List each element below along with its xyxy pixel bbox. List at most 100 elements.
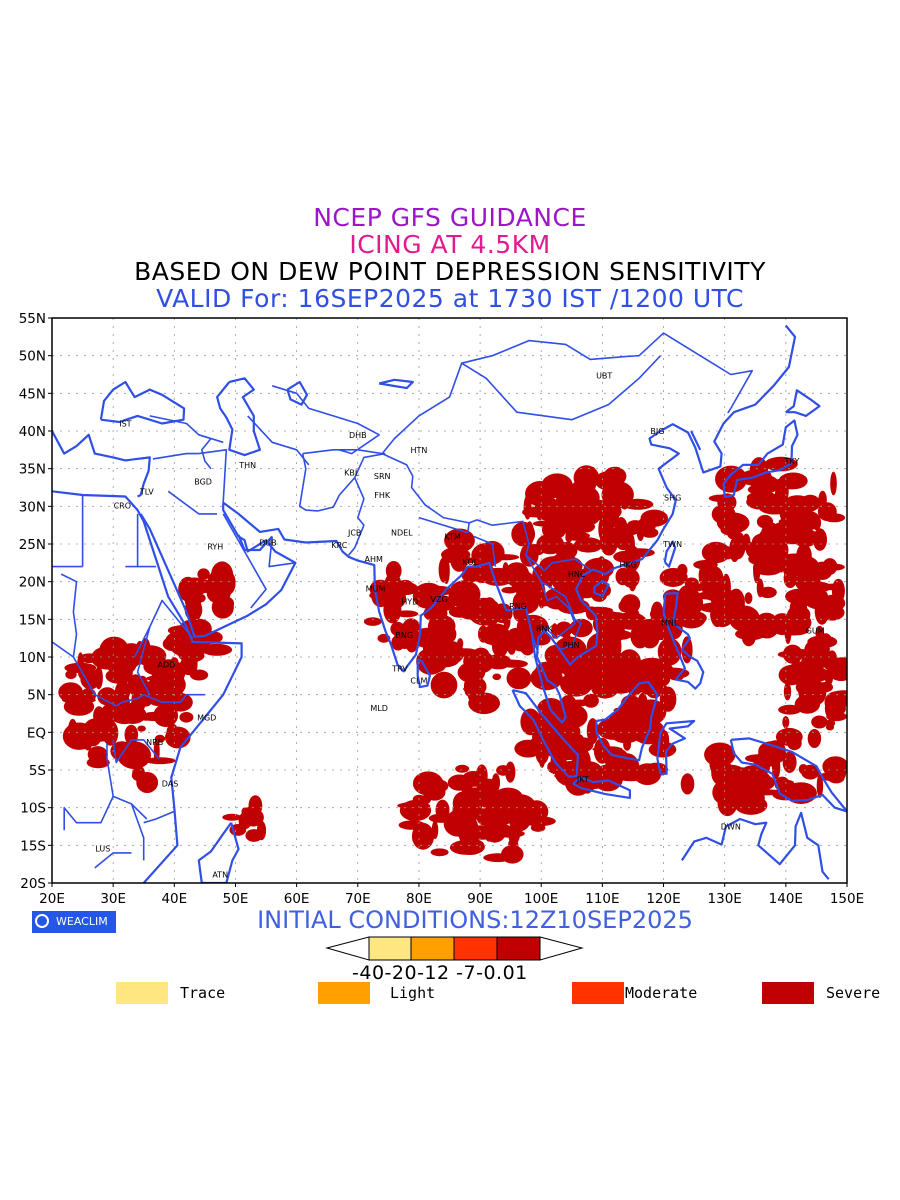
station-fhk: FHK: [374, 491, 391, 500]
icing-region-central-africa: [58, 636, 194, 793]
title-line-1: NCEP GFS GUIDANCE: [313, 203, 587, 232]
station-ryh: RYH: [207, 542, 223, 551]
icing-region-southern-indian-ocean: [397, 761, 556, 864]
stations-layer: UBT IST BJG DHB HTN TKY THN KBL SRN TLV BGD FHK SHG C…: [95, 371, 824, 879]
station-vzg: VZG: [431, 595, 448, 604]
station-ktm: KTM: [444, 533, 461, 542]
station-das: DAS: [162, 780, 179, 789]
lat-label: 10N: [19, 650, 46, 666]
station-bnk: BNK: [536, 624, 553, 633]
lon-label: 150E: [830, 891, 864, 907]
lat-label: 25N: [19, 537, 46, 553]
station-tlv: TLV: [139, 487, 154, 496]
station-jkt: JKT: [576, 775, 589, 784]
station-shg: SHG: [664, 493, 681, 502]
lon-label: 100E: [524, 891, 558, 907]
lat-label: 10S: [20, 801, 46, 817]
legend-label-severe: Severe: [826, 984, 881, 1002]
station-thn: THN: [238, 461, 256, 470]
lon-label: 70E: [345, 891, 371, 907]
station-atn: ATN: [212, 871, 228, 880]
legend-label-trace: Trace: [180, 984, 226, 1002]
station-gum: GUM: [806, 627, 825, 636]
station-add: ADD: [158, 661, 176, 670]
station-mgd: MGD: [197, 713, 216, 722]
lat-label: 40N: [19, 424, 46, 440]
title-valid-time: VALID For: 16SEP2025 at 1730 IST /1200 U…: [156, 284, 744, 313]
lat-label: 5N: [27, 688, 46, 704]
station-dwn: DWN: [721, 823, 741, 832]
lat-label: 20S: [20, 876, 46, 892]
lon-label: 130E: [708, 891, 742, 907]
station-htn: HTN: [410, 446, 427, 455]
station-ist: IST: [119, 420, 131, 429]
lat-label: 35N: [19, 462, 46, 478]
lon-label: 90E: [467, 891, 493, 907]
station-dub: DUB: [259, 539, 277, 548]
lon-label: 60E: [284, 891, 310, 907]
station-hnc: HNC: [568, 570, 586, 579]
icing-region-japan-corridor: [708, 456, 846, 552]
station-kol: KOL: [463, 558, 479, 567]
station-clm: CLM: [410, 676, 427, 685]
station-twn: TWN: [662, 540, 682, 549]
station-ubt: UBT: [596, 371, 612, 380]
legend-swatch-severe: [762, 982, 814, 1004]
legend-swatch-moderate: [572, 982, 624, 1004]
lon-label: 50E: [223, 891, 249, 907]
lon-label: 140E: [769, 891, 803, 907]
icing-regions-layer: [58, 456, 847, 864]
lat-label: 5S: [29, 763, 46, 779]
map-frame: [51, 317, 848, 884]
axis-labels: 55N 50N 45N 40N 35N 30N 25N 20N 15N 10N 5N EQ 5S 10S 1…: [19, 311, 864, 907]
logo-text: WEACLIM: [56, 915, 108, 928]
lon-label: 30E: [100, 891, 126, 907]
station-bng: BNG: [395, 631, 413, 640]
station-srn: SRN: [374, 472, 391, 481]
station-lus: LUS: [95, 844, 110, 853]
station-trv: TRV: [391, 664, 408, 673]
station-bjg: BJG: [650, 427, 664, 436]
lon-label: 80E: [406, 891, 432, 907]
station-dhb: DHB: [349, 431, 367, 440]
station-tky: TKY: [784, 457, 800, 466]
station-kbl: KBL: [344, 468, 360, 477]
station-nrb: NRB: [146, 738, 163, 747]
lat-label: 50N: [19, 349, 46, 365]
lon-label: 20E: [39, 891, 65, 907]
icing-region-yemen-highlands: [178, 561, 236, 644]
title-line-2: ICING AT 4.5KM: [349, 230, 551, 259]
lat-label: 15N: [19, 612, 46, 628]
icing-region-madagascar-sea: [222, 795, 267, 842]
lat-label: EQ: [27, 725, 46, 741]
coastlines-layer: [52, 324, 847, 883]
station-krc: KRC: [331, 541, 347, 550]
lat-label: 30N: [19, 499, 46, 515]
lon-label: 110E: [585, 891, 619, 907]
legend-swatch-light: [318, 982, 370, 1004]
station-mum: MUM: [366, 584, 386, 593]
station-mnl: MNL: [661, 618, 679, 627]
copyright-icon: [35, 914, 49, 928]
station-phn: PHN: [563, 641, 580, 650]
icing-region-new-guinea: [680, 740, 847, 817]
station-mld: MLD: [370, 704, 388, 713]
initial-conditions: INITIAL CONDITIONS:12Z10SEP2025: [257, 906, 693, 934]
legend-label-light: Light: [390, 984, 436, 1002]
icing-region-philippine-sea: [659, 527, 846, 647]
station-bgd: BGD: [194, 478, 212, 487]
station-hyd: HYD: [401, 597, 418, 606]
lon-label: 120E: [646, 891, 680, 907]
legend-swatch-trace: [116, 982, 168, 1004]
legend-label-moderate: Moderate: [625, 984, 698, 1002]
title-line-3: BASED ON DEW POINT DEPRESSION SENSITIVIT…: [134, 257, 766, 286]
station-ndel: NDEL: [391, 529, 413, 538]
station-hkg: HKG: [619, 560, 636, 569]
lat-label: 20N: [19, 575, 46, 591]
station-ahm: AHM: [365, 555, 383, 564]
lat-label: 55N: [19, 311, 46, 327]
weaclim-logo: WEACLIM: [32, 911, 116, 933]
icing-region-western-pacific-east: [775, 625, 847, 751]
lat-label: 15S: [20, 838, 46, 854]
